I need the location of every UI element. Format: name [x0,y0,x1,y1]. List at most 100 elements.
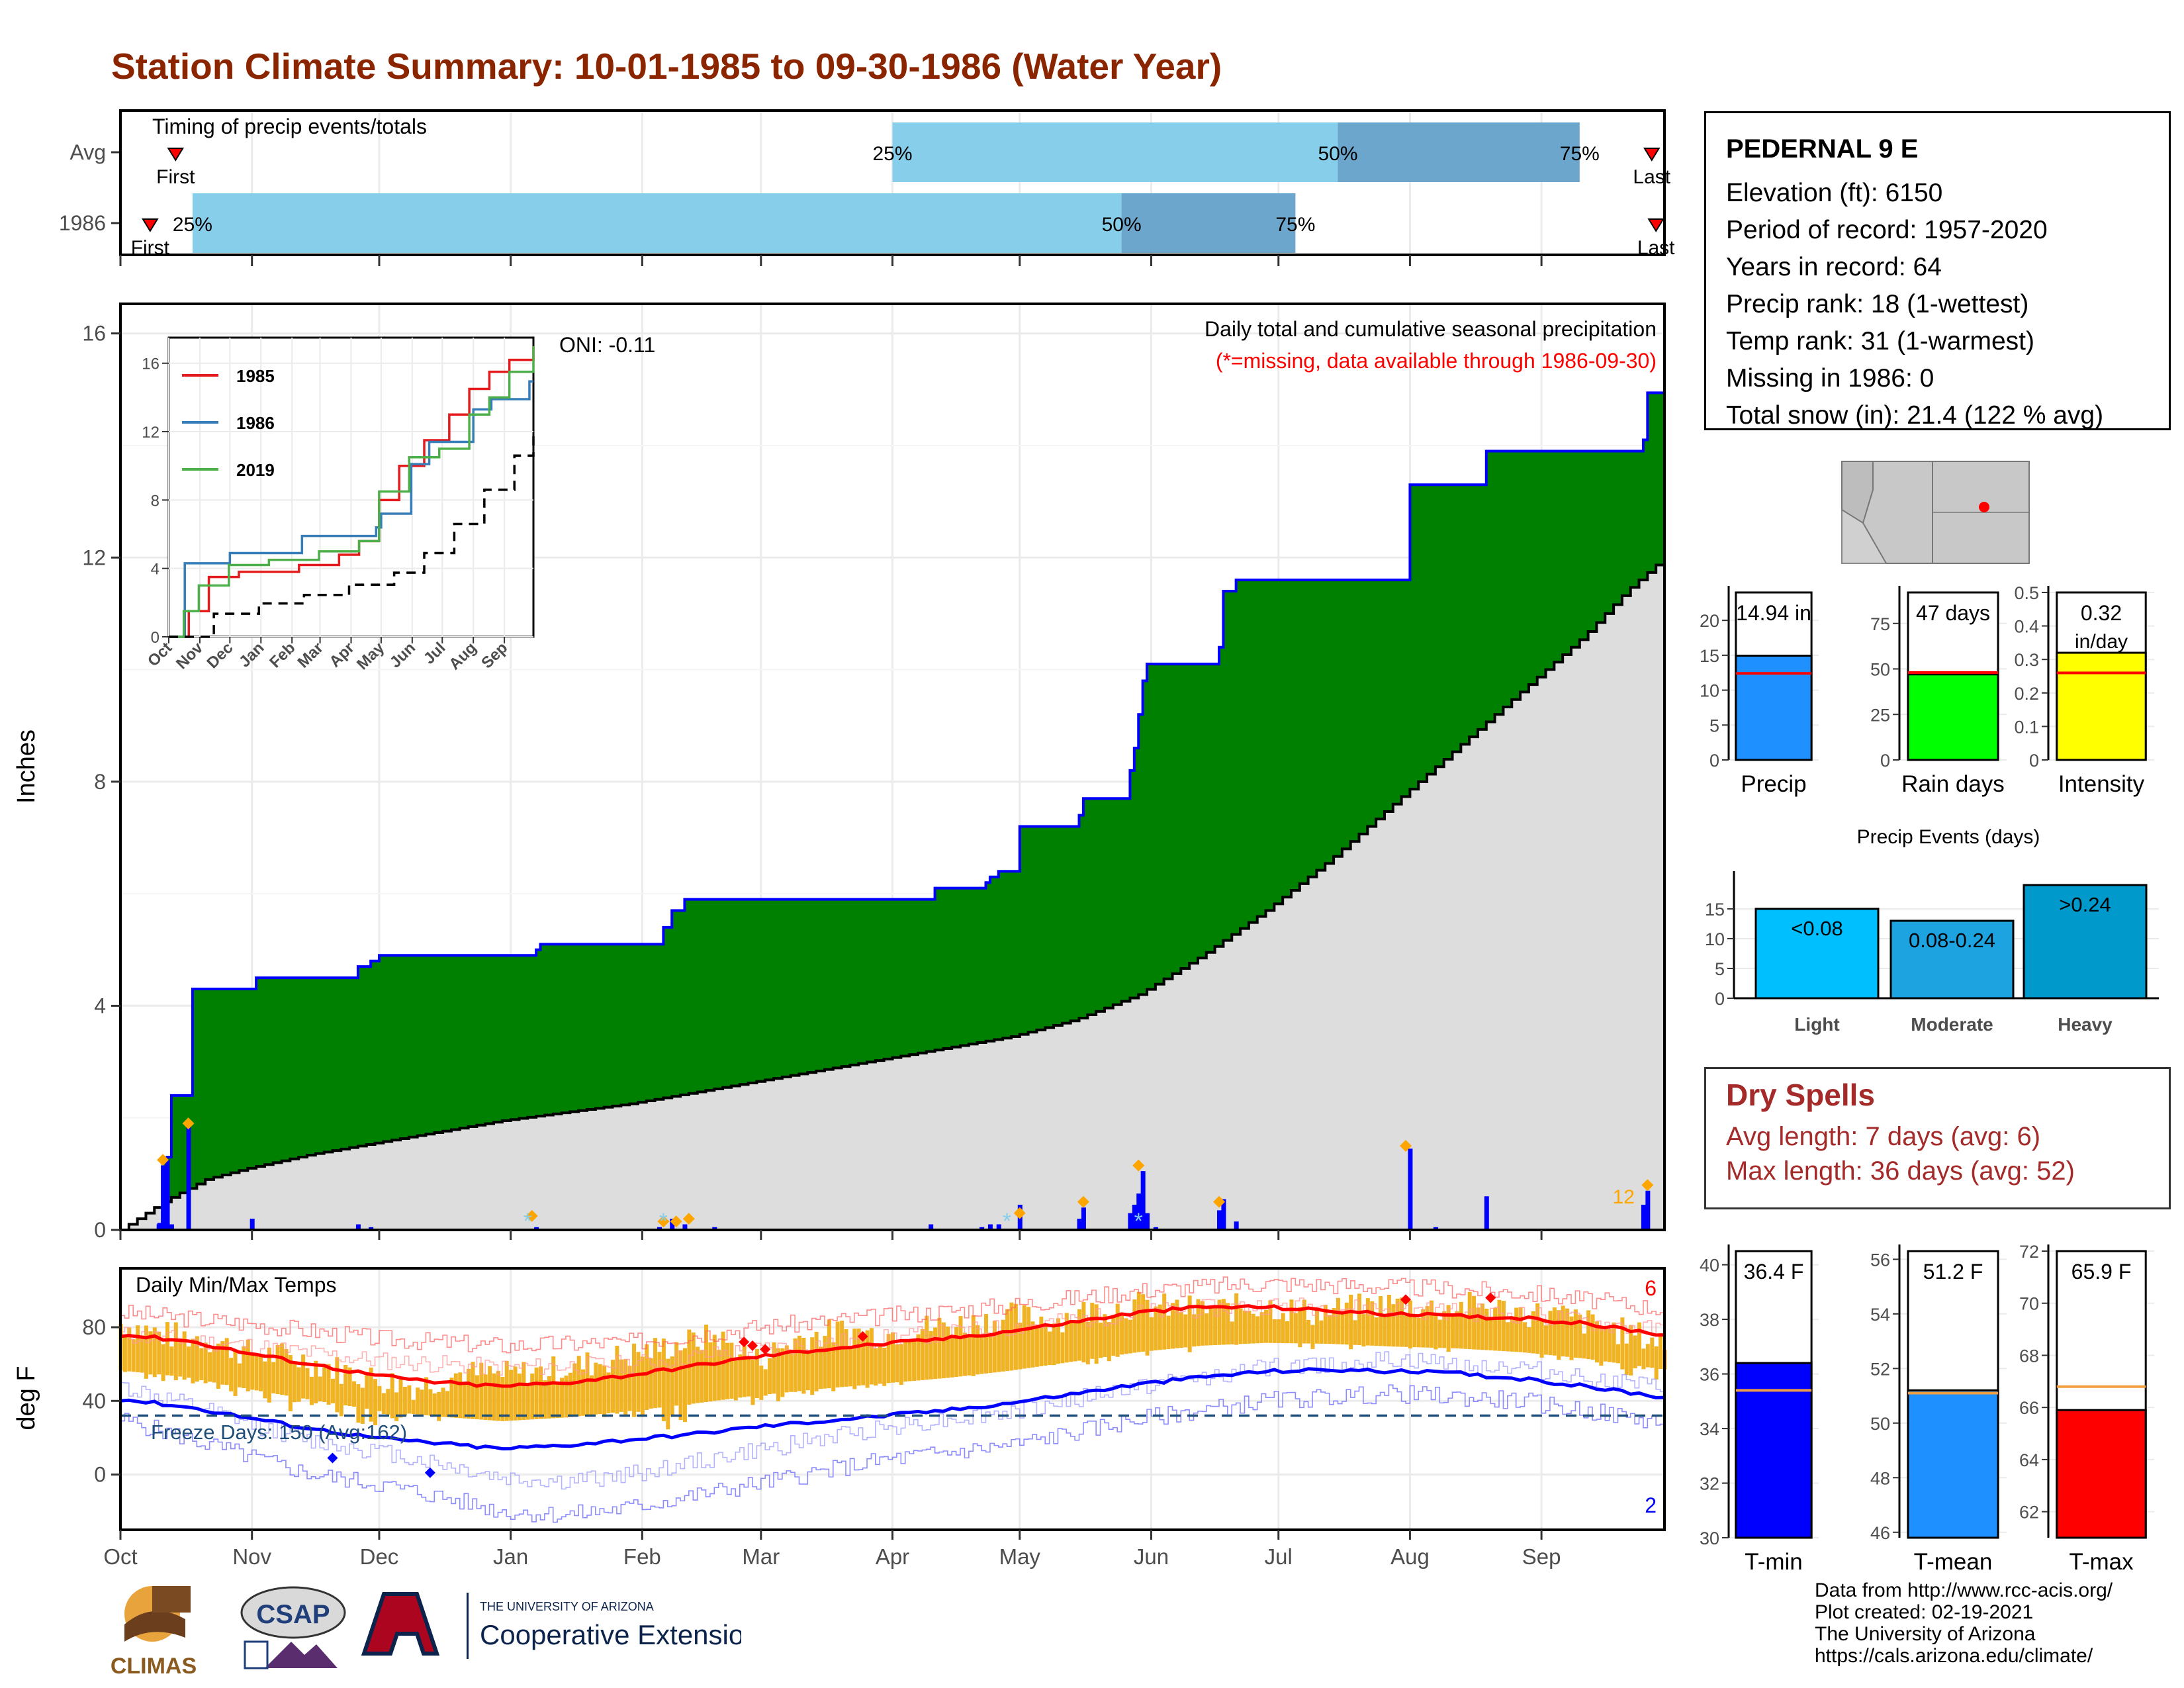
daily-precip-bar [165,1160,170,1230]
temps-y-tick-label: 40 [82,1389,106,1413]
daily-precip-bar [369,1227,374,1230]
temps-y-axis-label: deg F [13,1366,40,1430]
daily-temp-bar [700,1350,704,1403]
daily-temp-bar [1298,1307,1302,1348]
summary-y-tick-label: 0.3 [2014,650,2039,670]
daily-temp-bar [148,1331,153,1375]
daily-temp-bar [594,1362,598,1415]
daily-temp-bar [220,1341,225,1385]
daily-temp-bar [1612,1322,1616,1363]
daily-temp-bar [661,1338,666,1421]
dry-spells-box: Dry Spells Avg length: 7 days (avg: 6) M… [1704,1067,2171,1209]
daily-temp-bar [216,1343,220,1389]
summary-y-tick-label: 64 [2019,1450,2039,1470]
daily-temp-bar [1659,1333,1663,1370]
summary-value-label: 51.2 F [1923,1260,1983,1284]
daily-temp-bar [1094,1304,1099,1364]
daily-temp-bar [572,1363,577,1417]
daily-temp-bar [173,1322,178,1381]
daily-temp-bar [1383,1315,1387,1346]
daily-temp-bar [1387,1294,1391,1346]
daily-temp-bar [1412,1315,1417,1348]
credit-university: The University of Arizona [1815,1623,2036,1645]
daily-temp-bar [933,1327,938,1380]
daily-temp-bar [1289,1299,1294,1344]
avg-lower-envelope-line [120,1351,1665,1490]
daily-temp-bar [458,1372,463,1419]
snow-day-marker [1013,1207,1026,1219]
daily-temp-bar [976,1325,980,1375]
daily-temp-bar [1615,1344,1620,1364]
daily-temp-bar [581,1369,586,1416]
daily-temp-bar [1132,1299,1137,1353]
timing-label-75: 75% [1560,143,1600,165]
credit-data-source: Data from http://www.rcc-acis.org/ [1815,1579,2113,1601]
daily-temp-bar [1552,1307,1557,1356]
daily-temp-bar [199,1348,204,1380]
daily-temp-bar [576,1356,581,1417]
daily-temp-bar [475,1375,479,1420]
precip-event-category: Heavy [2058,1014,2113,1035]
daily-temp-bar [1429,1300,1433,1348]
daily-temp-bar [1501,1301,1506,1352]
precip-event-bar [1754,908,1880,1000]
daily-temp-bar [534,1367,539,1419]
summary-category-label: Precip [1741,771,1806,797]
daily-temp-bar [682,1348,687,1423]
daily-temp-bar [1306,1319,1311,1344]
summary-y-tick-label: 0 [1709,751,1719,771]
station-temp-rank: Temp rank: 31 (1-warmest) [1726,327,2034,355]
daily-temp-bar [797,1335,801,1391]
daily-temp-bar [191,1338,195,1383]
daily-temp-bar [1645,1344,1650,1368]
daily-temp-bar [751,1360,755,1405]
daily-temp-bar [504,1360,509,1421]
precip-y-tick-label: 8 [94,770,106,794]
precip-y-tick-label: 4 [94,994,106,1017]
daily-temp-bar [657,1352,662,1408]
daily-temp-bar [1531,1311,1535,1354]
summary-bar [2056,651,2147,761]
daily-temp-bar [789,1350,794,1392]
record-high-marker [1400,1294,1412,1305]
daily-precip-bar [657,1227,662,1230]
daily-temp-bar [449,1378,454,1418]
month-tick-label: Feb [623,1544,661,1569]
ua-small-text: THE UNIVERSITY OF ARIZONA [480,1600,654,1613]
daily-temp-bar [1365,1298,1370,1346]
csap-text: CSAP [256,1600,330,1629]
summary-y-tick-label: 56 [1870,1250,1890,1270]
daily-temp-bar [237,1363,242,1387]
precip-event-category: Light [1794,1014,1839,1035]
dry-spells-title: Dry Spells [1726,1078,1875,1112]
precip-events-y-tick-label: 15 [1705,900,1725,919]
daily-temp-bar [967,1335,972,1376]
daily-temp-bar [1344,1302,1349,1345]
daily-temp-bar [1085,1321,1090,1365]
month-tick-label: Dec [360,1544,399,1569]
summary-y-tick-label: 48 [1870,1468,1890,1488]
station-total-snow: Total snow (in): 21.4 (122 % avg) [1726,401,2104,430]
daily-temp-bar [398,1380,403,1418]
daily-temp-bar [768,1358,772,1394]
daily-temp-bar [1081,1302,1086,1363]
summary-bar [1735,1362,1813,1539]
daily-temp-bar [1506,1322,1510,1352]
daily-temp-bar [1340,1312,1345,1344]
daily-temp-bar [840,1321,844,1387]
daily-temp-bar [1561,1305,1565,1357]
daily-temp-bar [869,1328,874,1385]
daily-temp-bar [1565,1308,1570,1357]
daily-temp-bar [1374,1317,1379,1346]
daily-temp-bar [1196,1299,1201,1346]
daily-temp-bar [1527,1327,1531,1353]
daily-temp-bar [335,1357,340,1413]
daily-temp-bar [801,1337,806,1394]
daily-precip-bar [1484,1196,1489,1230]
daily-temp-bar [161,1344,165,1382]
daily-temp-bar [517,1374,522,1421]
precip-y-tick-label: 0 [94,1218,106,1242]
station-years: Years in record: 64 [1726,253,1942,281]
avg-min-temp-line [120,1367,1665,1451]
